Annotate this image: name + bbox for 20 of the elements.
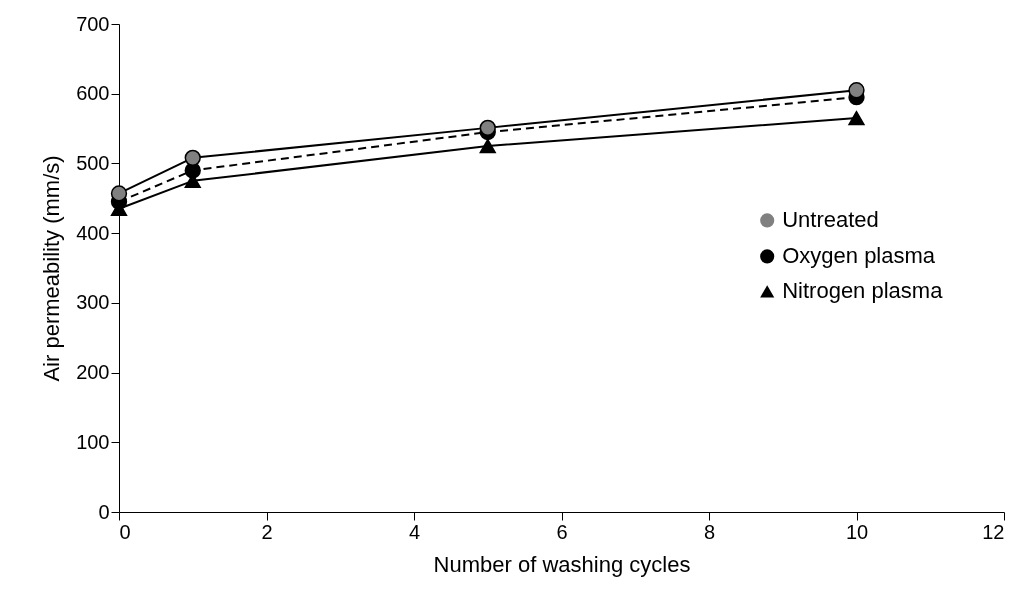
x-tick-label: 0 bbox=[119, 520, 131, 543]
y-tick-label: 500 bbox=[76, 151, 110, 174]
x-tick-label: 12 bbox=[982, 520, 1005, 543]
y-tick-label: 200 bbox=[76, 361, 110, 384]
legend-label: Untreated bbox=[782, 207, 879, 233]
y-tick-label: 400 bbox=[76, 221, 110, 244]
x-tick-label: 6 bbox=[556, 520, 568, 543]
y-tick-label: 0 bbox=[98, 500, 110, 523]
legend-label: Oxygen plasma bbox=[782, 243, 936, 269]
y-axis-title: Air permeability (mm/s) bbox=[39, 155, 65, 382]
x-tick-label: 8 bbox=[703, 520, 716, 543]
y-tick-label: 100 bbox=[76, 430, 110, 453]
x-tick-label: 10 bbox=[845, 520, 869, 543]
y-tick-label: 700 bbox=[76, 12, 110, 35]
x-tick-label: 4 bbox=[408, 520, 421, 543]
y-tick-label: 600 bbox=[76, 82, 110, 105]
x-axis-title: Number of washing cycles bbox=[433, 551, 691, 577]
x-tick-label: 2 bbox=[261, 520, 273, 543]
y-tick-label: 300 bbox=[76, 291, 110, 314]
legend-label: Nitrogen plasma bbox=[782, 278, 944, 304]
